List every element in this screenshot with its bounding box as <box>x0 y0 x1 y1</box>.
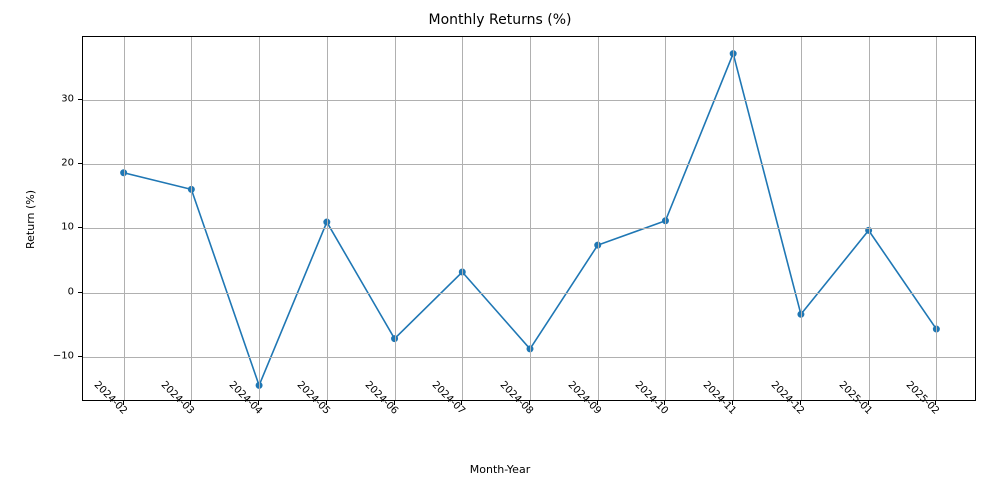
gridline-vertical <box>665 37 666 400</box>
gridline-vertical <box>869 37 870 400</box>
gridline-vertical <box>191 37 192 400</box>
gridline-vertical <box>936 37 937 400</box>
gridline-horizontal <box>83 164 975 165</box>
y-tick-label: −10 <box>53 350 74 361</box>
gridline-vertical <box>462 37 463 400</box>
figure: Monthly Returns (%) Return (%) Month-Yea… <box>0 0 1000 500</box>
gridline-horizontal <box>83 357 975 358</box>
line-series-svg <box>83 37 975 400</box>
gridline-vertical <box>327 37 328 400</box>
y-axis-label: Return (%) <box>24 189 37 248</box>
y-tick-label: 30 <box>61 94 74 105</box>
x-axis-label: Month-Year <box>0 463 1000 476</box>
gridline-vertical <box>801 37 802 400</box>
y-tick <box>78 163 82 164</box>
y-tick <box>78 292 82 293</box>
y-tick <box>78 227 82 228</box>
y-tick <box>78 356 82 357</box>
gridline-horizontal <box>83 293 975 294</box>
gridline-horizontal <box>83 228 975 229</box>
gridline-vertical <box>395 37 396 400</box>
gridline-vertical <box>530 37 531 400</box>
y-tick-label: 20 <box>61 158 74 169</box>
y-tick <box>78 99 82 100</box>
gridline-vertical <box>598 37 599 400</box>
gridline-vertical <box>733 37 734 400</box>
y-tick-label: 0 <box>68 286 74 297</box>
chart-title: Monthly Returns (%) <box>0 12 1000 28</box>
gridline-horizontal <box>83 100 975 101</box>
y-tick-label: 10 <box>61 222 74 233</box>
gridline-vertical <box>124 37 125 400</box>
gridline-vertical <box>259 37 260 400</box>
plot-area <box>82 36 976 401</box>
